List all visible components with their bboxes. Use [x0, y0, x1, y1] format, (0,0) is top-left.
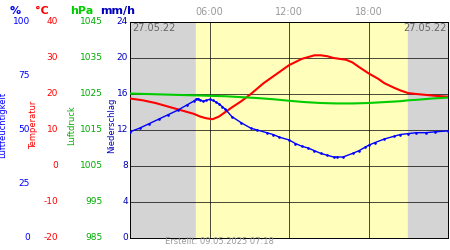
Text: 1015: 1015 — [80, 126, 103, 134]
Text: 0: 0 — [24, 234, 30, 242]
Text: 27.05.22: 27.05.22 — [132, 23, 175, 33]
Text: 0: 0 — [122, 234, 128, 242]
Bar — [408, 22, 448, 238]
Text: 995: 995 — [86, 198, 103, 206]
Text: Luftdruck: Luftdruck — [68, 105, 76, 145]
Text: -10: -10 — [43, 198, 58, 206]
Text: °C: °C — [35, 6, 49, 16]
Text: 20: 20 — [47, 90, 58, 98]
Text: 25: 25 — [18, 180, 30, 188]
Text: 1005: 1005 — [80, 162, 103, 170]
Text: Erstellt: 09.05.2025 07:18: Erstellt: 09.05.2025 07:18 — [165, 237, 274, 246]
Text: 50: 50 — [18, 126, 30, 134]
Text: 27.05.22: 27.05.22 — [403, 23, 446, 33]
Bar — [130, 22, 196, 238]
Text: %: % — [9, 6, 21, 16]
Text: 12:00: 12:00 — [275, 7, 303, 17]
Text: -20: -20 — [43, 234, 58, 242]
Text: Niederschlag: Niederschlag — [108, 97, 117, 153]
Text: 0: 0 — [52, 162, 58, 170]
Text: hPa: hPa — [70, 6, 94, 16]
Text: 40: 40 — [47, 18, 58, 26]
Text: 4: 4 — [122, 198, 128, 206]
Text: 1025: 1025 — [80, 90, 103, 98]
Text: 1045: 1045 — [80, 18, 103, 26]
Text: 10: 10 — [46, 126, 58, 134]
Text: 100: 100 — [13, 18, 30, 26]
Text: 20: 20 — [117, 54, 128, 62]
Text: 75: 75 — [18, 72, 30, 80]
Text: 12: 12 — [117, 126, 128, 134]
Text: 18:00: 18:00 — [355, 7, 382, 17]
Text: 8: 8 — [122, 162, 128, 170]
Text: Luftfeuchtigkeit: Luftfeuchtigkeit — [0, 92, 8, 158]
Text: 16: 16 — [117, 90, 128, 98]
Text: 985: 985 — [86, 234, 103, 242]
Text: 24: 24 — [117, 18, 128, 26]
Text: 06:00: 06:00 — [196, 7, 223, 17]
Text: Temperatur: Temperatur — [30, 101, 39, 149]
Text: mm/h: mm/h — [100, 6, 135, 16]
Text: 1035: 1035 — [80, 54, 103, 62]
Text: 30: 30 — [46, 54, 58, 62]
Bar — [196, 22, 408, 238]
